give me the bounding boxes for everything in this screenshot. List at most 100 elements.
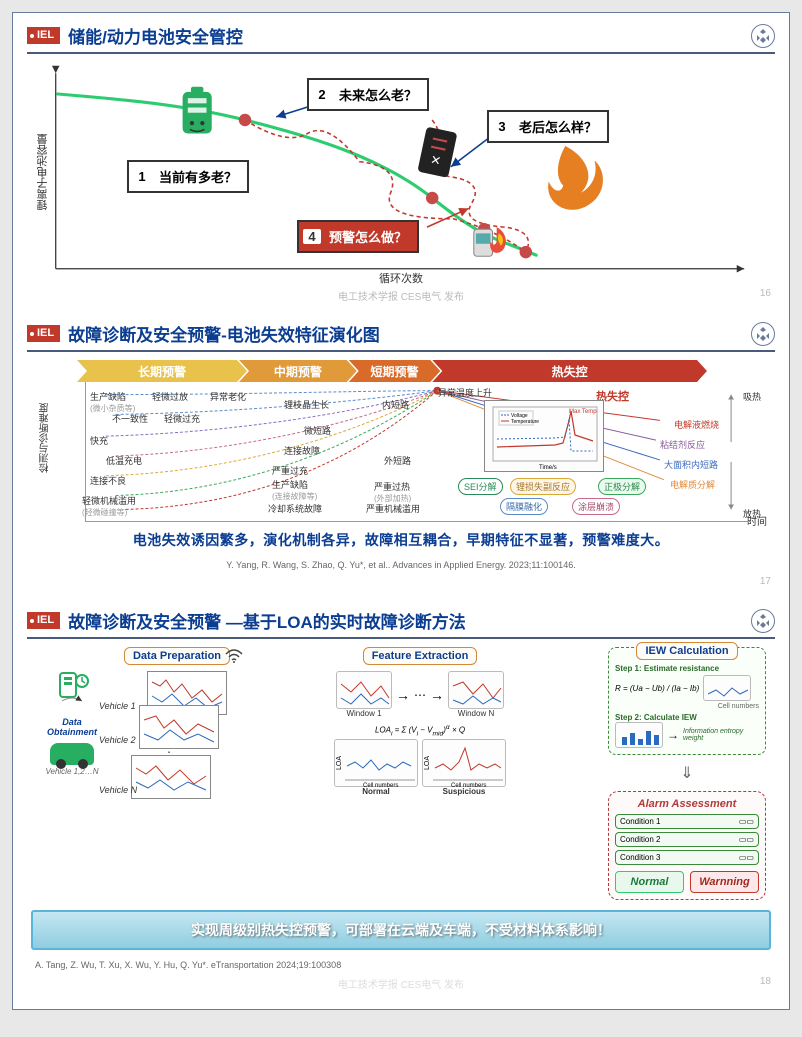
condition-row: Condition 2▭▭ bbox=[615, 832, 759, 847]
result-normal: Normal bbox=[615, 871, 684, 893]
svg-text:LOA: LOA bbox=[424, 756, 431, 770]
tl-item: 内短路 bbox=[382, 398, 409, 411]
data-prep-title: Data Preparation bbox=[124, 647, 230, 665]
tl-item: 外短路 bbox=[384, 454, 411, 467]
svg-text:Temperature: Temperature bbox=[511, 419, 539, 425]
vehicle-label: Vehicle N bbox=[99, 785, 137, 795]
conclusion-text: 电池失效诱因繁多，演化机制各异，故障相互耦合，早期特征不显著，预警难度大。 bbox=[27, 530, 775, 550]
logo-icon bbox=[751, 322, 775, 346]
reaction-box: 锂损失副反应 bbox=[510, 478, 576, 495]
feature-title: Feature Extraction bbox=[363, 647, 478, 665]
iew-sub-label: Cell numbers bbox=[615, 703, 759, 710]
vehicle-label: Vehicle 1 bbox=[99, 701, 136, 711]
data-obtain-col: Data Obtainment Vehicle 1,2…N bbox=[31, 647, 113, 780]
tl-item: 生产缺陷(连接故障等) bbox=[272, 478, 317, 502]
slide-2-footer: 17 bbox=[27, 576, 775, 590]
slide-2: IEL 故障诊断及安全预警-电池失效特征演化图 长期预警 中期预警 短期预警 热… bbox=[27, 321, 775, 590]
vehicle-graph bbox=[139, 705, 219, 749]
tl-item: 生产缺陷(微小杂质等) bbox=[90, 390, 135, 414]
svg-text:Max Temp: Max Temp bbox=[569, 409, 597, 415]
logo-icon bbox=[751, 609, 775, 633]
failure-timeline: 长期预警 中期预警 短期预警 热失控 检测与诊断难度 时间 bbox=[33, 360, 769, 522]
timeline-curves bbox=[86, 382, 739, 522]
reaction-box: 涂层崩溃 bbox=[572, 498, 620, 515]
condition-row: Condition 3▭▭ bbox=[615, 850, 759, 865]
slide-1: IEL 储能/动力电池安全管控 锂离子电池容量 bbox=[27, 23, 775, 303]
slide-2-header: IEL 故障诊断及安全预警-电池失效特征演化图 bbox=[27, 321, 775, 352]
iel-badge: IEL bbox=[27, 325, 60, 342]
iew-step1: Step 1: Estimate resistance bbox=[615, 664, 759, 673]
slide-3-header: IEL 故障诊断及安全预警 —基于LOA的实时故障诊断方法 bbox=[27, 608, 775, 639]
phase-short: 短期预警 bbox=[349, 360, 441, 382]
iel-badge: IEL bbox=[27, 612, 60, 629]
window-label: Window N bbox=[448, 709, 504, 718]
right-col: IEW Calculation Step 1: Estimate resista… bbox=[603, 647, 771, 900]
slide-1-title: 储能/动力电池安全管控 bbox=[68, 23, 743, 48]
question-1: 1 当前有多老？ bbox=[127, 160, 249, 193]
tl-item: 吸热 bbox=[743, 390, 761, 403]
vehicle-graph bbox=[131, 755, 211, 799]
wifi-icon bbox=[225, 649, 243, 666]
alarm-panel: Alarm Assessment Condition 1▭▭ Condition… bbox=[608, 791, 766, 900]
slide-3-title: 故障诊断及安全预警 —基于LOA的实时故障诊断方法 bbox=[68, 608, 743, 633]
question-2: 2 未来怎么老？ bbox=[307, 78, 429, 111]
slide-1-footer: 电工技术学报 CES电气 发布 16 bbox=[27, 288, 775, 303]
tl-item: 大面积内短路 bbox=[664, 458, 718, 471]
tl-item: 轻微机械滥用(轻微碰撞等) bbox=[82, 494, 136, 518]
page-number: 16 bbox=[760, 288, 771, 299]
mini-chart: LOA Cell numbers bbox=[334, 739, 418, 787]
tl-item: 严重机械滥用 bbox=[366, 502, 420, 515]
tl-item: 连接不良 bbox=[90, 474, 126, 487]
tl-item: 低温充电 bbox=[106, 454, 142, 467]
mini-chart: LOA Cell numbers bbox=[422, 739, 506, 787]
normal-label: Normal bbox=[334, 787, 418, 796]
iew-title: IEW Calculation bbox=[636, 642, 737, 660]
slide-3: IEL 故障诊断及安全预警 —基于LOA的实时故障诊断方法 bbox=[27, 608, 775, 991]
tl-item: 异常老化 bbox=[210, 390, 246, 403]
citation: A. Tang, Z. Wu, T. Xu, X. Wu, Y. Hu, Q. … bbox=[27, 960, 775, 970]
alarm-title: Alarm Assessment bbox=[615, 798, 759, 810]
tl-item: 异常温度上升 bbox=[438, 386, 492, 399]
phase-row: 长期预警 中期预警 短期预警 热失控 bbox=[85, 360, 739, 382]
condition-row: Condition 1▭▭ bbox=[615, 814, 759, 829]
loa-row: LOA Cell numbers Normal LOA bbox=[334, 739, 506, 796]
tl-item: 严重过充 bbox=[272, 464, 308, 477]
page: IEL 储能/动力电池安全管控 锂离子电池容量 bbox=[12, 12, 790, 1010]
phase-mid: 中期预警 bbox=[239, 360, 357, 382]
watermark: 电工技术学报 CES电气 发布 bbox=[338, 980, 464, 991]
watermark: 电工技术学报 CES电气 发布 bbox=[338, 292, 464, 303]
mini-chart bbox=[336, 671, 392, 709]
tl-item: 锂枝晶生长 bbox=[284, 398, 329, 411]
question-4: 4 预警怎么做？ bbox=[297, 220, 419, 253]
data-obtain-box: Data Obtainment Vehicle 1,2…N bbox=[33, 667, 111, 780]
mini-chart bbox=[448, 671, 504, 709]
iel-badge: IEL bbox=[27, 27, 60, 44]
suspicious-label: Suspicious bbox=[422, 787, 506, 796]
iew-entropy-label: Information entropy weight bbox=[683, 728, 759, 742]
thermal-runaway-graph: Max Temp Voltage Temperature Time/s bbox=[484, 400, 604, 472]
feature-col: Feature Extraction Window 1 → ⋯ → Window… bbox=[241, 647, 599, 800]
tl-item: 放热 bbox=[743, 507, 761, 520]
iew-panel: IEW Calculation Step 1: Estimate resista… bbox=[608, 647, 766, 755]
tl-item: 轻微过充 bbox=[164, 412, 200, 425]
slide-1-header: IEL 储能/动力电池安全管控 bbox=[27, 23, 775, 54]
tl-item: 快充 bbox=[90, 434, 108, 447]
svg-text:LOA: LOA bbox=[336, 756, 343, 770]
tl-item: 轻微过放 bbox=[152, 390, 188, 403]
citation: Y. Yang, R. Wang, S. Zhao, Q. Yu*, et al… bbox=[27, 560, 775, 570]
vehicle-range-label: Vehicle 1,2…N bbox=[37, 767, 107, 776]
page-number: 18 bbox=[760, 976, 771, 987]
window-label: Window 1 bbox=[336, 709, 392, 718]
result-warning: Warnning bbox=[690, 871, 759, 893]
reaction-box: SEI分解 bbox=[458, 478, 503, 495]
reaction-box: 正极分解 bbox=[598, 478, 646, 495]
tl-item: 电解质分解 bbox=[670, 478, 715, 491]
aging-chart: 锂离子电池容量 bbox=[37, 62, 765, 282]
slide-2-title: 故障诊断及安全预警-电池失效特征演化图 bbox=[68, 321, 743, 346]
vehicle-stack: Vehicle 1 Vehicle 2 ⋮ Vehicle N bbox=[123, 671, 231, 799]
timeline-body: 检测与诊断难度 时间 bbox=[85, 382, 739, 522]
tl-item: 连接故障 bbox=[284, 444, 320, 457]
car-icon bbox=[50, 743, 94, 765]
slide-3-footer: 电工技术学报 CES电气 发布 18 bbox=[27, 976, 775, 991]
y-axis-label: 锂离子电池容量 bbox=[35, 134, 51, 211]
